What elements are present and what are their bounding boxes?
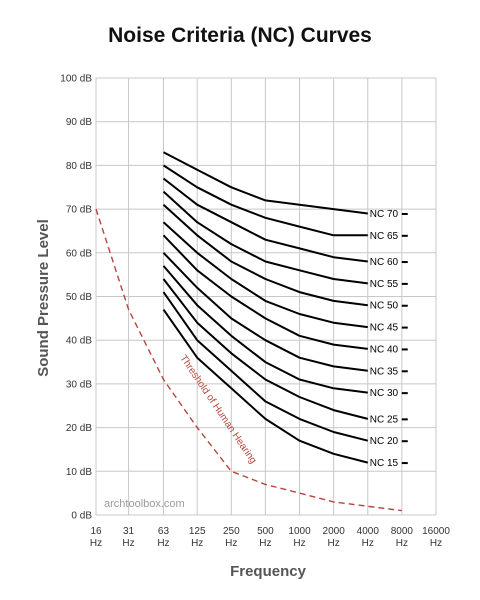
nc-curve bbox=[162, 309, 369, 464]
nc-curve-label: NC 20 bbox=[370, 436, 399, 447]
nc-curve bbox=[162, 164, 368, 237]
x-tick-unit: Hz bbox=[90, 538, 102, 549]
watermark: archtoolbox.com bbox=[104, 498, 185, 510]
nc-curve bbox=[163, 151, 368, 215]
nc-curve-label: NC 15 bbox=[370, 458, 399, 469]
y-tick-label: 30 dB bbox=[66, 379, 92, 390]
nc-curve bbox=[162, 291, 369, 442]
nc-curve-label: NC 35 bbox=[370, 366, 399, 377]
x-tick-label: 500 bbox=[257, 526, 274, 537]
chart-title: Noise Criteria (NC) Curves bbox=[108, 24, 372, 47]
x-tick-label: 63 bbox=[158, 526, 170, 537]
x-tick-unit: Hz bbox=[225, 538, 237, 549]
nc-curve-label: NC 55 bbox=[370, 279, 399, 290]
y-axis-ticks: 0 dB 10 dB 20 dB 30 dB 40 dB 50 dB 60 dB 70 dB 8… bbox=[60, 74, 92, 522]
nc-curve-label: NC 25 bbox=[370, 414, 399, 425]
x-tick-label: 16 bbox=[90, 526, 102, 537]
x-tick-unit: Hz bbox=[259, 538, 271, 549]
nc-curve-label: NC 40 bbox=[370, 344, 399, 355]
nc-curve bbox=[162, 252, 368, 372]
y-tick-label: 100 dB bbox=[60, 74, 92, 85]
nc-labels: NC 70 NC 65 NC 60 NC 55 NC 50 NC 45 NC 40 NC 35… bbox=[370, 209, 408, 469]
nc-curve-label: NC 30 bbox=[370, 388, 399, 399]
y-tick-label: 80 dB bbox=[66, 161, 92, 172]
y-tick-label: 20 dB bbox=[66, 423, 92, 434]
x-axis-ticks: 16Hz31Hz63Hz125Hz250Hz500Hz1000Hz2000Hz4… bbox=[90, 526, 450, 549]
nc-curve bbox=[162, 278, 369, 420]
threshold-of-hearing: Threshold of Human Hearing bbox=[95, 208, 402, 512]
x-tick-unit: Hz bbox=[157, 538, 169, 549]
nc-curve bbox=[162, 190, 368, 285]
x-tick-label: 125 bbox=[189, 526, 206, 537]
grid bbox=[95, 77, 437, 516]
y-tick-label: 90 dB bbox=[66, 117, 92, 128]
x-tick-label: 8000 bbox=[391, 526, 414, 537]
x-tick-unit: Hz bbox=[430, 538, 442, 549]
y-tick-label: 60 dB bbox=[66, 248, 92, 259]
x-tick-unit: Hz bbox=[396, 538, 408, 549]
y-tick-label: 70 dB bbox=[66, 205, 92, 216]
nc-curve bbox=[162, 234, 368, 350]
x-tick-label: 4000 bbox=[357, 526, 380, 537]
nc-series bbox=[162, 151, 369, 464]
x-tick-unit: Hz bbox=[191, 538, 203, 549]
threshold-line bbox=[95, 208, 402, 512]
x-tick-label: 250 bbox=[223, 526, 240, 537]
x-tick-unit: Hz bbox=[122, 538, 134, 549]
y-tick-label: 0 dB bbox=[71, 511, 92, 522]
nc-curve bbox=[162, 221, 368, 329]
nc-curve-label: NC 70 bbox=[370, 209, 399, 220]
x-axis-label: Frequency bbox=[230, 563, 307, 580]
nc-curve bbox=[162, 203, 368, 307]
x-tick-label: 31 bbox=[123, 526, 135, 537]
x-tick-unit: Hz bbox=[362, 538, 374, 549]
y-axis-label: Sound Pressure Level bbox=[35, 219, 52, 377]
x-tick-label: 1000 bbox=[288, 526, 311, 537]
y-tick-label: 40 dB bbox=[66, 336, 92, 347]
nc-curve-label: NC 50 bbox=[370, 301, 399, 312]
x-tick-label: 16000 bbox=[422, 526, 450, 537]
nc-curve-label: NC 45 bbox=[370, 323, 399, 334]
nc-curve-label: NC 60 bbox=[370, 257, 399, 268]
nc-curve bbox=[162, 177, 368, 263]
x-tick-unit: Hz bbox=[293, 538, 305, 549]
nc-curve-label: NC 65 bbox=[370, 231, 399, 242]
x-tick-label: 2000 bbox=[323, 526, 346, 537]
threshold-label: Threshold of Human Hearing bbox=[177, 353, 258, 466]
y-tick-label: 10 dB bbox=[66, 467, 92, 478]
nc-curve bbox=[162, 265, 368, 394]
y-tick-label: 50 dB bbox=[66, 292, 92, 303]
x-tick-unit: Hz bbox=[328, 538, 340, 549]
